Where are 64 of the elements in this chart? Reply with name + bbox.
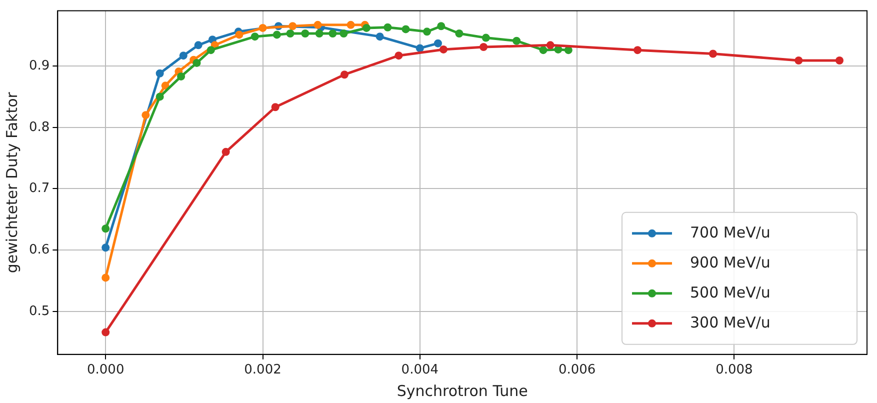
point	[394, 52, 403, 60]
legend-label: 700 MeV/u	[690, 223, 770, 242]
point	[794, 56, 803, 64]
legend-label: 900 MeV/u	[690, 253, 770, 272]
point	[328, 30, 337, 38]
point	[439, 45, 448, 54]
point	[402, 25, 410, 34]
point	[422, 28, 431, 36]
legend-label: 500 MeV/u	[690, 283, 770, 302]
point	[179, 52, 188, 60]
point	[539, 46, 548, 54]
point	[340, 30, 348, 38]
point	[546, 41, 554, 50]
point	[156, 92, 164, 101]
y-tick-label: 0.7	[28, 181, 50, 196]
point	[192, 58, 201, 67]
point	[634, 46, 642, 54]
point	[222, 148, 230, 156]
point	[340, 70, 348, 79]
point	[455, 30, 464, 38]
point	[235, 30, 244, 39]
point	[512, 36, 521, 45]
x-tick-label: 0.000	[86, 362, 124, 378]
y-axis-title: gewichteter Duty Faktor	[2, 91, 21, 274]
point	[102, 244, 110, 252]
point	[416, 44, 424, 52]
legend-label: 300 MeV/u	[690, 313, 770, 332]
x-tick-label: 0.006	[558, 362, 596, 378]
x-tick-label: 0.008	[716, 362, 753, 378]
point	[142, 111, 150, 120]
point	[286, 30, 294, 38]
point	[161, 82, 170, 90]
point	[272, 30, 281, 39]
y-tick-label: 0.9	[28, 58, 50, 74]
point	[288, 22, 297, 30]
y-tick-label: 0.5	[28, 304, 50, 319]
y-tick-label: 0.6	[28, 242, 50, 258]
point	[301, 30, 310, 38]
point	[102, 274, 110, 282]
point	[271, 103, 280, 112]
x-tick-label: 0.004	[401, 362, 439, 378]
point	[102, 224, 110, 233]
point	[434, 39, 442, 48]
point	[102, 328, 110, 336]
point	[206, 46, 215, 54]
x-axis-title: Synchrotron Tune	[396, 382, 528, 400]
point	[346, 20, 355, 29]
point	[836, 56, 844, 64]
point	[480, 43, 488, 51]
point	[708, 50, 717, 58]
point	[194, 41, 202, 50]
point	[315, 30, 324, 38]
point	[156, 69, 164, 78]
y-tick-label: 0.8	[28, 120, 50, 135]
point	[314, 20, 322, 29]
point	[384, 23, 392, 32]
x-tick-label: 0.002	[244, 362, 282, 378]
point	[376, 32, 384, 41]
point	[177, 72, 186, 80]
point	[250, 32, 259, 41]
point	[482, 34, 490, 42]
point	[437, 22, 446, 30]
point	[362, 24, 370, 32]
point	[258, 24, 267, 32]
